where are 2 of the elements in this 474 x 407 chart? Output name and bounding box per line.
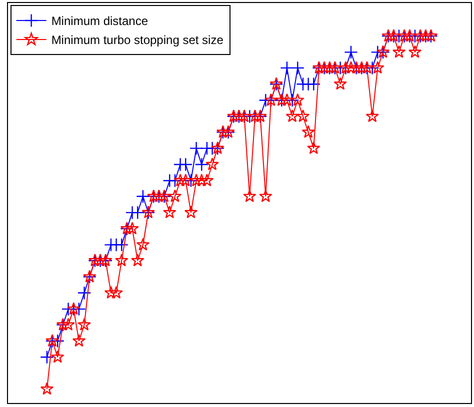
legend-label: Minimum turbo stopping set size (51, 33, 224, 48)
legend-label: Minimum distance (51, 14, 148, 28)
